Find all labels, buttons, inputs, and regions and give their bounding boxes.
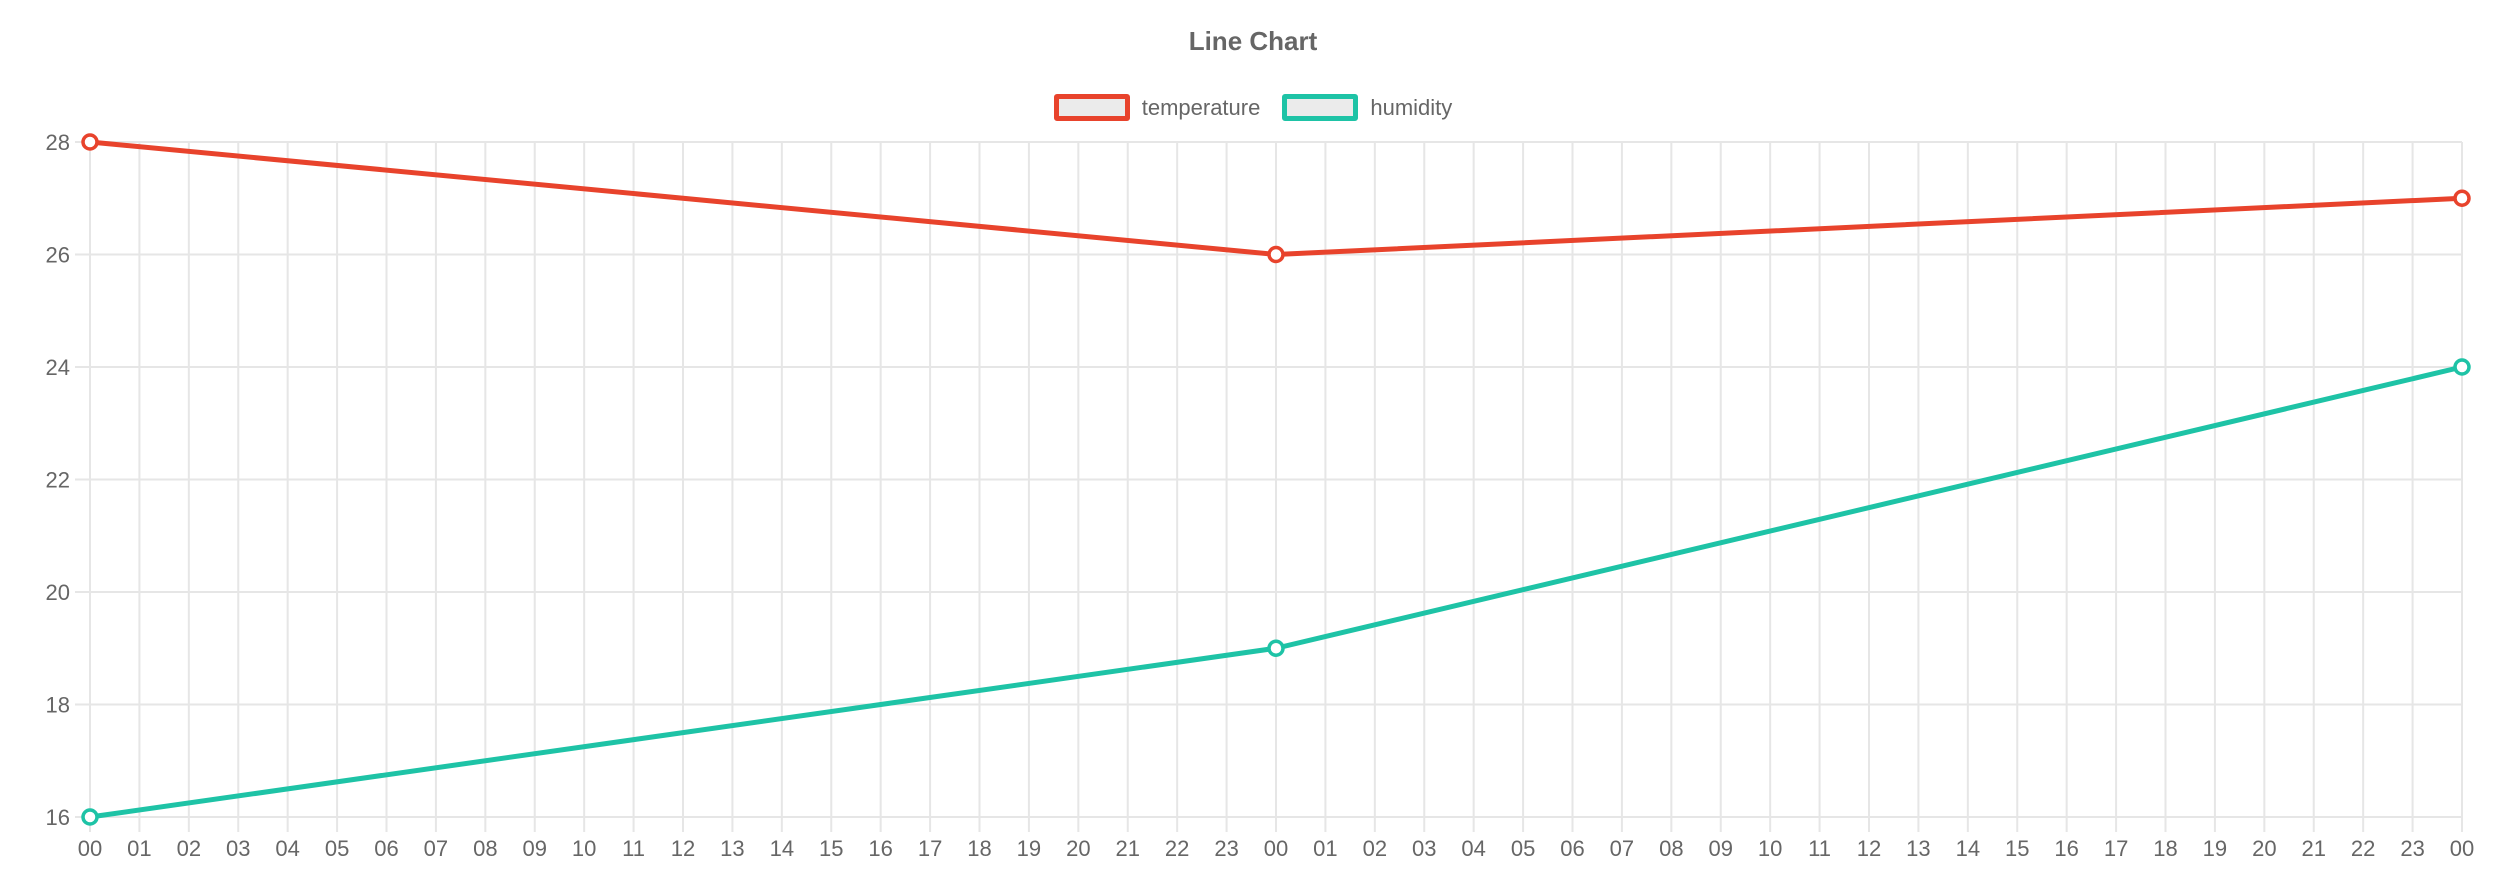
y-axis-label: 28 [46,130,70,155]
x-axis-label: 03 [1412,836,1436,861]
x-axis-label: 00 [78,836,102,861]
x-axis-label: 01 [127,836,151,861]
x-axis-label: 07 [1610,836,1634,861]
x-axis-label: 16 [868,836,892,861]
x-axis-label: 06 [374,836,398,861]
x-axis-label: 19 [2203,836,2227,861]
legend-item-humidity[interactable]: humidity [1282,94,1452,121]
x-axis-label: 18 [967,836,991,861]
x-axis-label: 17 [2104,836,2128,861]
series-point-humidity-1[interactable] [1267,639,1285,657]
x-axis-label: 22 [2351,836,2375,861]
x-axis-label: 08 [1659,836,1683,861]
x-axis-label: 07 [424,836,448,861]
y-axis-label: 22 [46,468,70,493]
series-point-temperature-0[interactable] [81,133,99,151]
x-axis-label: 15 [2005,836,2029,861]
series-point-humidity-2[interactable] [2453,358,2471,376]
series-point-temperature-2[interactable] [2453,189,2471,207]
x-axis-label: 14 [1956,836,1980,861]
legend-label-temperature: temperature [1141,94,1261,120]
x-axis-label: 05 [325,836,349,861]
x-axis-label: 22 [1165,836,1189,861]
y-axis-label: 20 [46,580,70,605]
x-axis-label: 02 [177,836,201,861]
x-axis-label: 20 [1066,836,1090,861]
chart-legend: temperature humidity [0,94,2506,121]
x-axis-label: 09 [523,836,547,861]
x-axis-label: 18 [2153,836,2177,861]
legend-swatch-temperature [1053,94,1130,121]
x-axis-label: 16 [2054,836,2078,861]
x-axis-label: 04 [1461,836,1485,861]
legend-label-humidity: humidity [1370,94,1453,120]
y-axis-label: 18 [46,693,70,718]
chart-title: Line Chart [1188,26,1318,56]
x-axis-label: 12 [671,836,695,861]
x-axis-label: 00 [1264,836,1288,861]
series-point-temperature-1[interactable] [1267,245,1285,264]
legend-item-temperature[interactable]: temperature [1053,94,1261,121]
x-axis-label: 19 [1017,836,1041,861]
x-axis-label: 21 [2302,836,2326,861]
y-axis-label: 26 [46,243,70,268]
x-axis-label: 13 [1906,836,1930,861]
x-axis-label: 20 [2252,836,2276,861]
x-axis-label: 11 [622,836,645,861]
x-axis-label: 10 [572,836,596,861]
x-axis-label: 04 [275,836,299,861]
y-axis-label: 24 [46,355,70,380]
x-axis-label: 00 [2450,836,2474,861]
x-axis-label: 13 [720,836,744,861]
x-axis-label: 11 [1808,836,1831,861]
x-axis-label: 14 [770,836,794,861]
x-axis-label: 01 [1313,836,1337,861]
series-point-humidity-0[interactable] [81,808,99,826]
x-axis-label: 10 [1758,836,1782,861]
x-axis-label: 23 [1214,836,1238,861]
x-axis-label: 15 [819,836,843,861]
x-axis-label: 23 [2400,836,2424,861]
x-axis-label: 08 [473,836,497,861]
x-axis-label: 12 [1857,836,1881,861]
x-axis-label: 17 [918,836,942,861]
x-axis-label: 06 [1560,836,1584,861]
legend-swatch-humidity [1282,94,1359,121]
y-axis-label: 16 [46,805,70,830]
x-axis-label: 21 [1116,836,1140,861]
x-axis-label: 02 [1363,836,1387,861]
x-axis-label: 03 [226,836,250,861]
x-axis-label: 05 [1511,836,1535,861]
x-axis-label: 09 [1709,836,1733,861]
